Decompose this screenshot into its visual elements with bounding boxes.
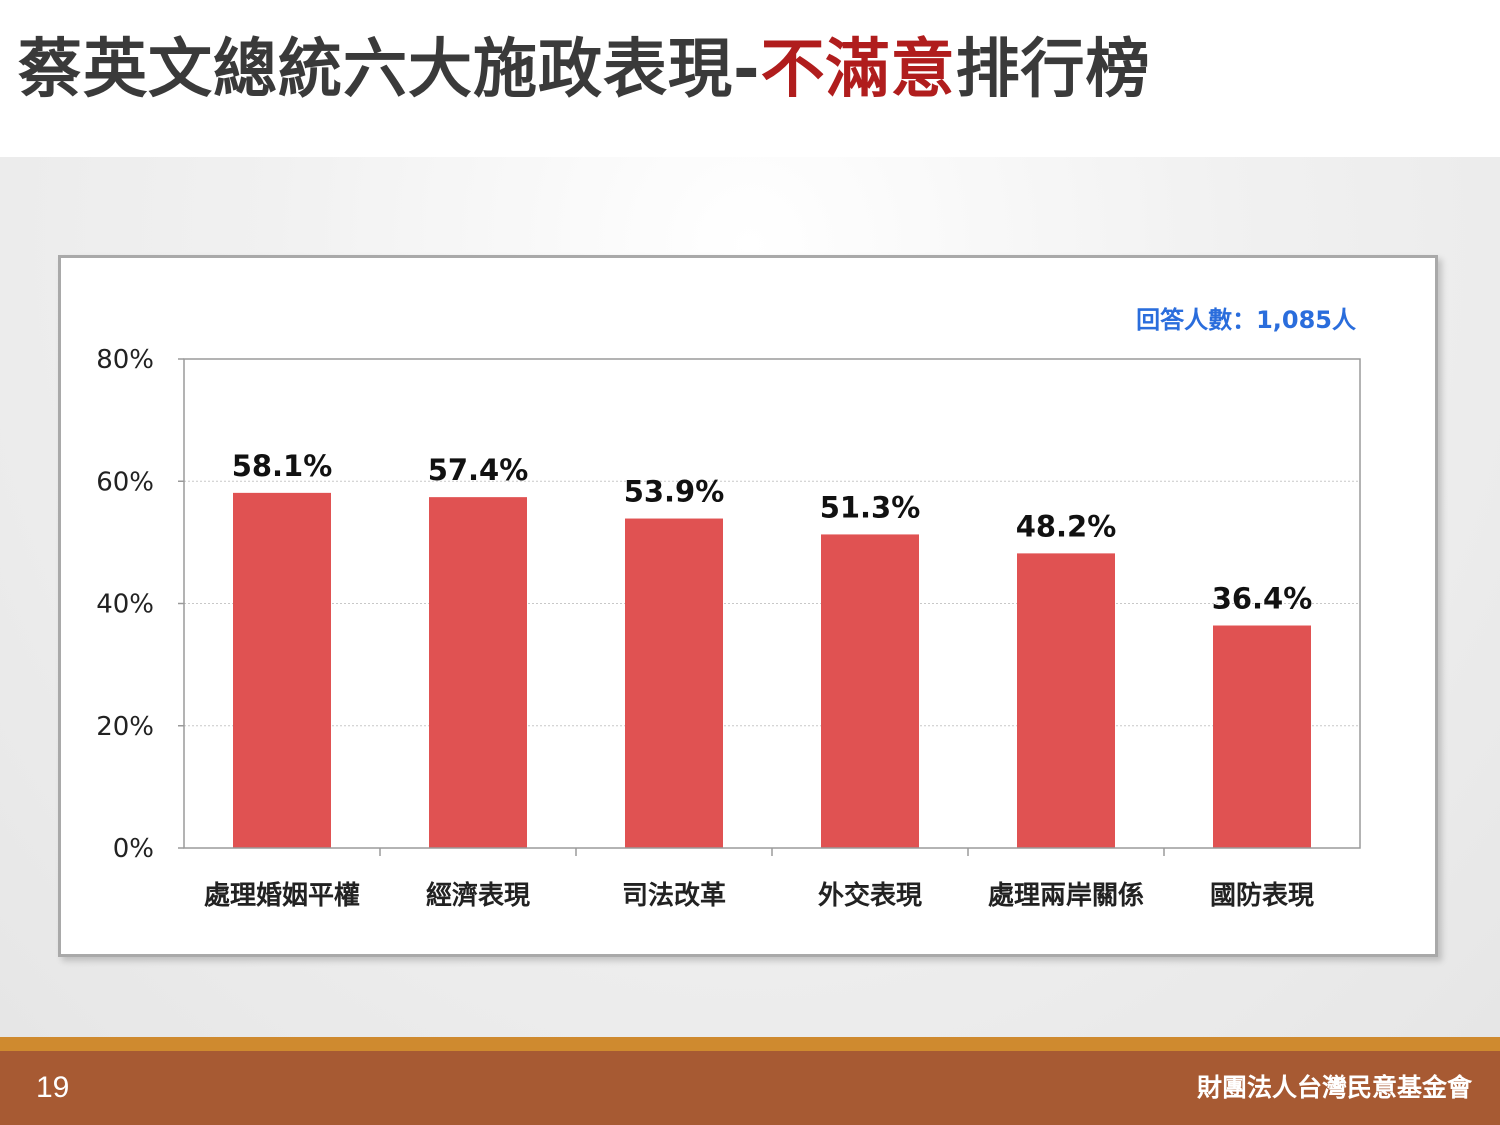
- footer-stripe: [0, 1037, 1500, 1051]
- slide-title: 蔡英文總統六大施政表現-不滿意排行榜: [18, 38, 1151, 102]
- data-label: 53.9%: [624, 475, 725, 509]
- data-label: 57.4%: [428, 453, 529, 487]
- slide-title-part2: 排行榜: [955, 33, 1151, 107]
- data-label: 36.4%: [1212, 582, 1313, 616]
- y-tick-label: 40%: [96, 590, 154, 620]
- bar-chart: 58.1% 57.4% 53.9% 51.3% 48.2% 36.4% 0% 20% 40% 6…: [96, 306, 1361, 911]
- slide-title-highlight: 不滿意: [760, 33, 956, 107]
- y-tick-label: 0%: [113, 834, 154, 864]
- footer-bar: 19 財團法人台灣民意基金會: [0, 1051, 1500, 1125]
- y-tick-label: 20%: [96, 712, 154, 742]
- y-tick-label: 60%: [96, 467, 154, 497]
- bar: [429, 497, 527, 848]
- category-label: 經濟表現: [426, 880, 530, 911]
- page-number: 19: [36, 1071, 70, 1104]
- category-label: 處理兩岸關係: [988, 881, 1144, 911]
- y-tick-label: 80%: [96, 345, 154, 375]
- data-label: 51.3%: [820, 490, 921, 524]
- category-label: 司法改革: [622, 880, 726, 911]
- title-bar: 蔡英文總統六大施政表現-不滿意排行榜: [0, 0, 1500, 157]
- organization-name: 財團法人台灣民意基金會: [1196, 1073, 1472, 1102]
- data-label: 48.2%: [1016, 509, 1117, 543]
- chart-frame: 58.1% 57.4% 53.9% 51.3% 48.2% 36.4% 0% 20% 40% 6…: [58, 255, 1438, 957]
- bar: [1213, 625, 1311, 848]
- bar: [233, 492, 331, 848]
- category-label: 處理婚姻平權: [204, 881, 360, 911]
- slide-title-part1: 蔡英文總統六大施政表現-: [18, 33, 761, 107]
- bar: [1017, 553, 1115, 848]
- respondent-count-note: 回答人數：1,085人: [1136, 306, 1356, 334]
- category-label: 外交表現: [818, 880, 922, 911]
- bar: [625, 518, 723, 848]
- data-label: 58.1%: [232, 449, 333, 483]
- bar: [821, 534, 919, 848]
- category-label: 國防表現: [1210, 881, 1314, 911]
